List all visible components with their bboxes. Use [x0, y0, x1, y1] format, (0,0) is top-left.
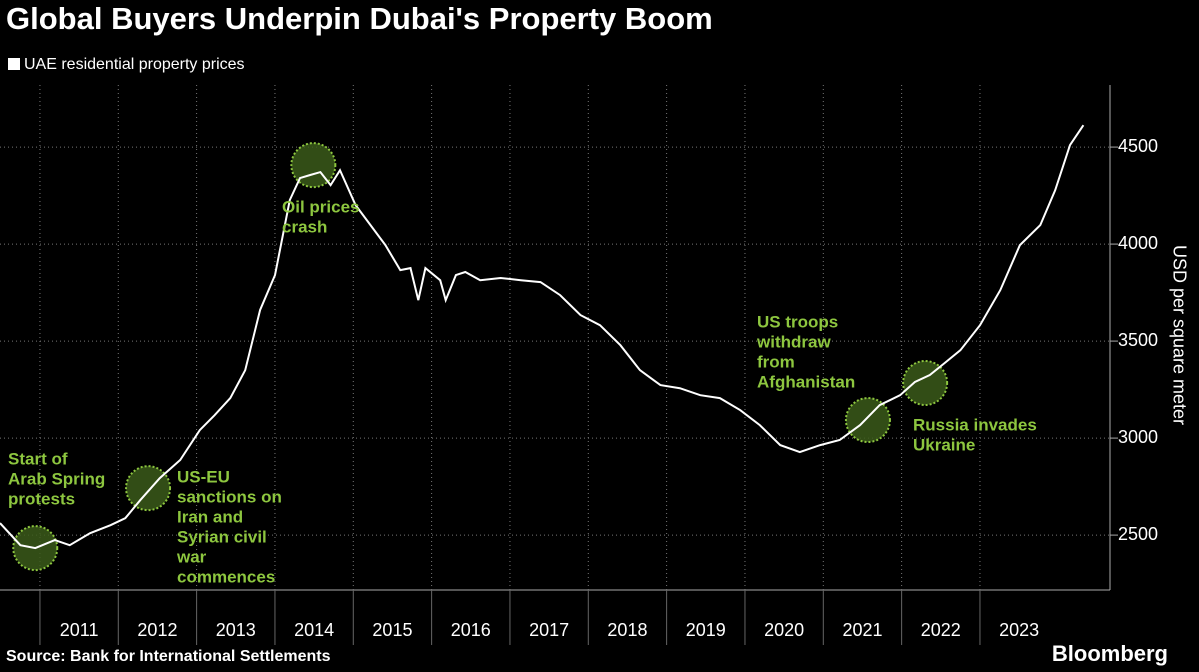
annotation-text: from	[757, 352, 795, 371]
annotation-text: Arab Spring	[8, 469, 105, 488]
x-tick-label: 2019	[686, 620, 726, 640]
y-tick-label: 4500	[1118, 136, 1158, 156]
x-tick-label: 2023	[999, 620, 1039, 640]
x-tick-label: 2016	[451, 620, 491, 640]
x-tick-label: 2011	[60, 620, 99, 640]
y-tick-label: 4000	[1118, 233, 1158, 253]
annotation-text: Oil prices	[282, 197, 359, 216]
x-tick-label: 2020	[764, 620, 804, 640]
chart-title: Global Buyers Underpin Dubai's Property …	[6, 1, 713, 36]
brand: Bloomberg	[1052, 641, 1168, 666]
legend-swatch	[8, 58, 20, 70]
annotation-text: war	[176, 547, 207, 566]
annotation-text: Russia invades	[913, 415, 1037, 434]
source: Source: Bank for International Settlemen…	[6, 648, 331, 665]
annotation-text: crash	[282, 217, 327, 236]
price-line	[0, 124, 1085, 550]
annotation-text: withdraw	[756, 332, 831, 351]
annotation-text: Syrian civil	[177, 527, 267, 546]
x-tick-label: 2015	[372, 620, 412, 640]
annotation-marker	[902, 359, 949, 406]
annotation-text: protests	[8, 489, 75, 508]
x-tick-label: 2014	[294, 620, 334, 640]
annotation-marker	[844, 397, 891, 444]
annotation-text: Iran and	[177, 507, 243, 526]
y-tick-label: 3000	[1118, 427, 1158, 447]
annotation-marker	[125, 465, 172, 512]
annotation-text: Afghanistan	[757, 372, 855, 391]
x-tick-label: 2013	[216, 620, 256, 640]
x-tick-label: 2022	[921, 620, 961, 640]
x-tick-label: 2018	[607, 620, 647, 640]
x-tick-label: 2017	[529, 620, 569, 640]
annotation-text: sanctions on	[177, 487, 282, 506]
annotation-text: US troops	[757, 312, 838, 331]
annotation-text: Ukraine	[913, 435, 975, 454]
x-tick-label: 2021	[842, 620, 882, 640]
legend-label: UAE residential property prices	[24, 56, 245, 73]
y-tick-label: 3500	[1118, 330, 1158, 350]
y-axis-label: USD per square meter	[1169, 245, 1189, 425]
annotation-text: US-EU	[177, 467, 230, 486]
annotation-text: Start of	[8, 449, 68, 468]
annotation-text: commences	[177, 567, 275, 586]
y-tick-label: 2500	[1118, 524, 1158, 544]
x-tick-label: 2012	[137, 620, 177, 640]
